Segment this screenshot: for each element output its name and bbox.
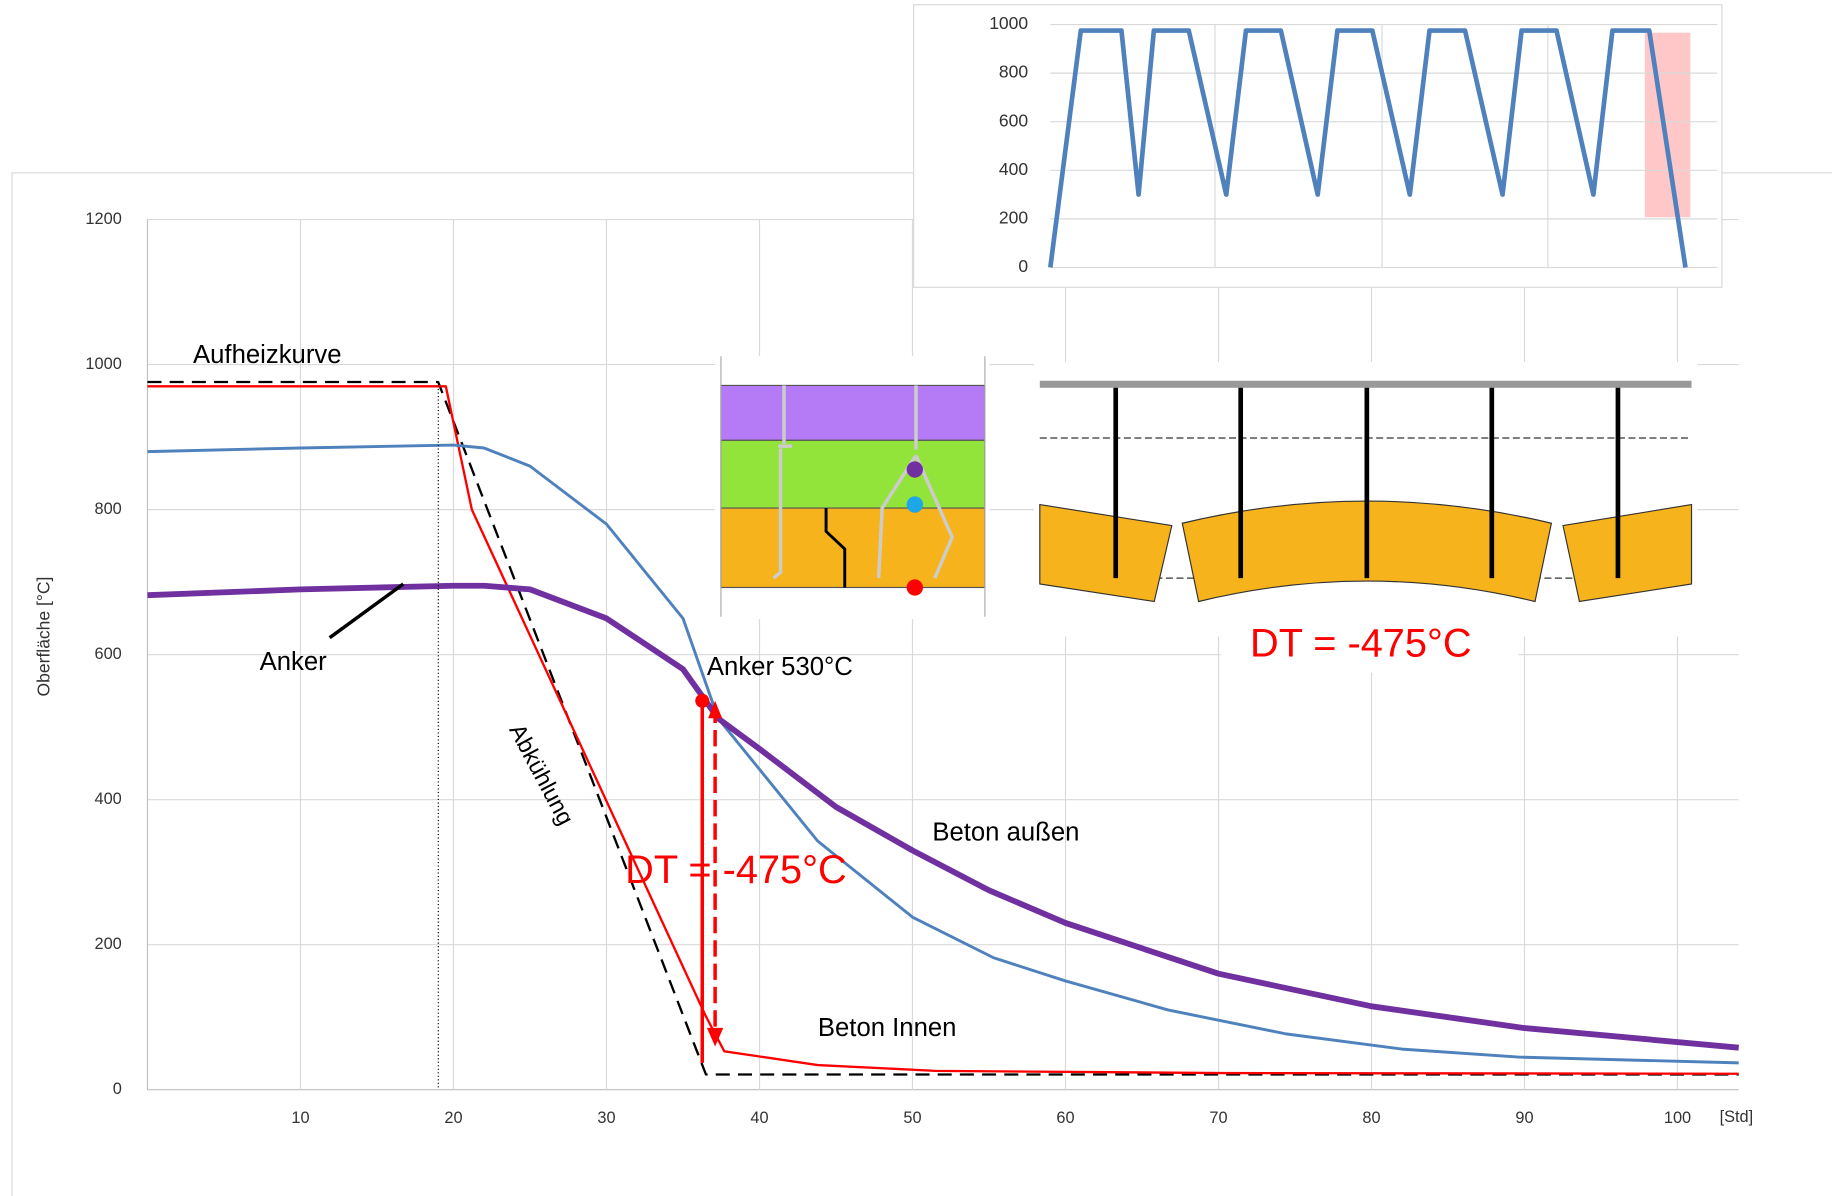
section-diagram [715, 356, 989, 619]
x-tick-label: 40 [750, 1109, 768, 1127]
annotation: Aufheizkurve [193, 341, 341, 369]
layer [721, 440, 985, 508]
annotation: Anker 530°C [707, 653, 853, 681]
inset-chart: 0 200 400 600 800 1000 [914, 5, 1722, 288]
chart-frame [12, 173, 1832, 1196]
y-tick-label: 200 [95, 935, 122, 953]
y-tick-label: 800 [95, 500, 122, 518]
annotation: DT = -475°C [625, 848, 846, 892]
annotation: DT = -475°C [1250, 621, 1471, 665]
x-tick-label: 90 [1515, 1109, 1533, 1127]
x-tick-label: 70 [1209, 1109, 1227, 1127]
y-tick-label: 600 [999, 110, 1028, 130]
y-tick-label: 1200 [85, 210, 121, 228]
y-tick-label: 1000 [989, 13, 1028, 33]
chart: 0200400600800100012001020304050607080901… [0, 0, 1832, 1196]
x-tick-label: 50 [903, 1109, 921, 1127]
y-tick-label: 1000 [85, 355, 121, 373]
point [907, 496, 923, 512]
y-tick-label: 200 [999, 208, 1028, 228]
x-axis-label: [Std] [1720, 1108, 1754, 1126]
y-tick-label: 600 [95, 645, 122, 663]
y-axis-label: Oberfläche [°C] [33, 577, 53, 697]
y-tick-label: 0 [1018, 256, 1028, 276]
annotation: Anker [260, 648, 328, 676]
x-tick-label: 100 [1664, 1109, 1691, 1127]
y-tick-label: 800 [999, 62, 1028, 82]
x-tick-label: 30 [597, 1109, 615, 1127]
y-tick-label: 400 [999, 159, 1028, 179]
y-tick-label: 0 [113, 1080, 122, 1098]
annotation: Beton außen [932, 819, 1079, 847]
annotation: Beton Innen [818, 1014, 957, 1042]
x-tick-label: 20 [444, 1109, 462, 1127]
layer [721, 385, 985, 440]
point [907, 461, 923, 477]
steel-plate [1040, 381, 1692, 388]
y-tick-label: 400 [95, 790, 122, 808]
x-tick-label: 10 [291, 1109, 309, 1127]
page: {"chart_data": [ {"type": "line", "y_lab… [0, 0, 1832, 1196]
x-tick-label: 60 [1056, 1109, 1074, 1127]
x-tick-label: 80 [1362, 1109, 1380, 1127]
point [907, 579, 923, 595]
